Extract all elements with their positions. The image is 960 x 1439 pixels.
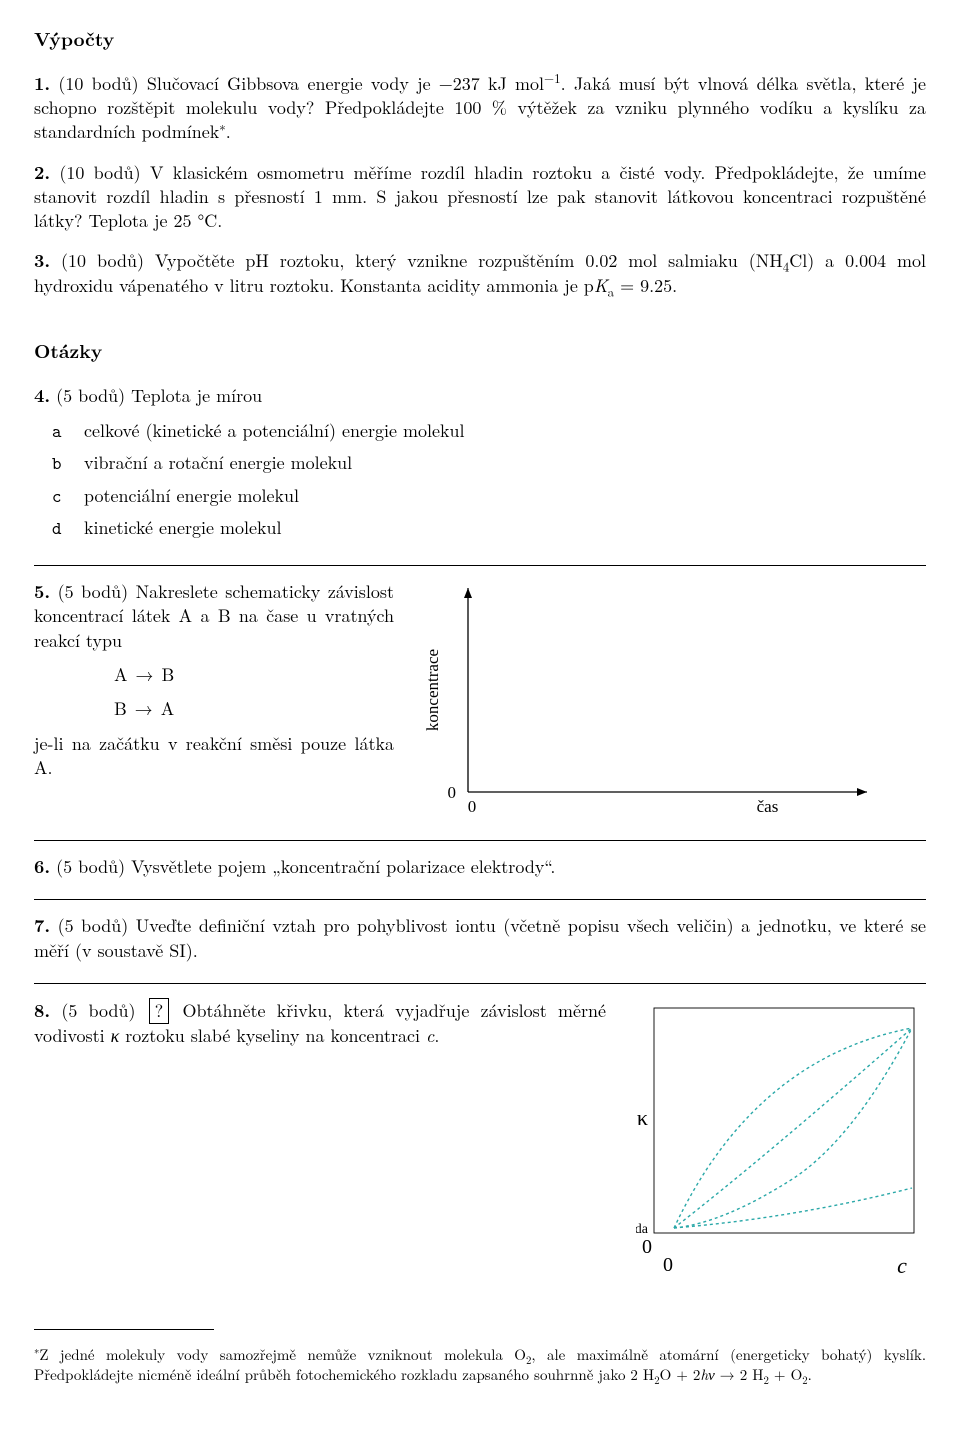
q4-d-text: kinetické energie molekul	[84, 513, 465, 543]
svg-text:κvoda: κvoda	[636, 1210, 649, 1237]
q5-r1-left: A	[114, 662, 128, 687]
q4-option-d: dkinetické energie molekul	[52, 513, 465, 543]
q2-number: 2.	[34, 160, 50, 185]
q1-points: (10 bodů)	[58, 71, 138, 96]
q8-curves-svg: κκvoda00c	[636, 998, 926, 1303]
q5-r1-right: B	[162, 662, 175, 687]
q4-option-b: bvibrační a rotační energie molekul	[52, 448, 465, 478]
q1-dot: .	[226, 119, 231, 144]
divider	[34, 983, 926, 984]
svg-text:0: 0	[448, 783, 457, 802]
q4-b-text: vibrační a rotační energie molekul	[84, 448, 465, 478]
question-8: 8. (5 bodů) ? Obtáhněte křivku, která vy…	[34, 998, 606, 1049]
divider	[34, 565, 926, 566]
q5-reaction-1: A→B	[114, 663, 394, 687]
section-title-otazky: Otázky	[34, 338, 926, 364]
q3-text-a: Vypočtěte pH roztoku, který vznikne rozp…	[155, 248, 783, 273]
svg-text:koncentrace: koncentrace	[423, 649, 442, 731]
arrow-icon: →	[127, 697, 161, 721]
q5-number: 5.	[34, 579, 50, 604]
q4-c-text: potenciální energie molekul	[84, 481, 465, 511]
q8-points: (5 bodů)	[61, 998, 135, 1023]
svg-text:0: 0	[642, 1236, 652, 1258]
q5-r2-right: A	[161, 696, 175, 721]
question-6: 6. (5 bodů) Vysvětlete pojem „koncentrač…	[34, 855, 926, 879]
q4-number: 4.	[34, 383, 50, 408]
divider	[34, 899, 926, 900]
q4-a-text: celkové (kinetické a potenciální) energi…	[84, 416, 465, 446]
q3-points: (10 bodů)	[61, 248, 144, 273]
arrow-icon: →	[128, 663, 162, 687]
q4-d-letter: d	[52, 513, 82, 543]
q6-text: Vysvětlete pojem „koncentrační polarizac…	[131, 854, 555, 879]
question-5: 5. (5 bodů) Nakreslete schematicky závis…	[34, 580, 394, 653]
svg-text:κ: κ	[637, 1105, 648, 1130]
svg-text:0: 0	[663, 1254, 673, 1276]
q4-option-c: cpotenciální energie molekul	[52, 481, 465, 511]
q3-text-c: = 9.25.	[614, 273, 677, 298]
q5-axes-svg: 00 čas koncentrace	[420, 580, 875, 820]
question-4: 4. (5 bodů) Teplota je mírou	[34, 384, 926, 408]
q6-points: (5 bodů)	[56, 854, 125, 879]
q3-Ka: K	[594, 273, 608, 298]
footnote-hnu: hν	[700, 1364, 714, 1385]
question-2: 2. (10 bodů) V klasickém osmometru měřím…	[34, 161, 926, 234]
q8-kappa: κ	[111, 1026, 120, 1046]
q4-options: acelkové (kinetické a potenciální) energ…	[50, 414, 467, 545]
q4-a-letter: a	[52, 416, 82, 446]
footnote: ∗Z jedné molekuly vody samozřejmě nemůže…	[34, 1345, 926, 1384]
footnote-f: .	[808, 1364, 812, 1385]
q7-number: 7.	[34, 913, 50, 938]
q8-text-b: roztoku slabé kyseliny na koncentraci	[119, 1023, 426, 1048]
q2-text: V klasickém osmometru měříme rozdíl hlad…	[34, 160, 926, 234]
q5-r2-left: B	[114, 696, 127, 721]
q2-points: (10 bodů)	[59, 160, 140, 185]
svg-text:0: 0	[468, 797, 477, 816]
divider	[34, 840, 926, 841]
q5-reaction-2: B→A	[114, 697, 394, 721]
q4-option-a: acelkové (kinetické a potenciální) energ…	[52, 416, 465, 446]
question-8-row: 8. (5 bodů) ? Obtáhněte křivku, která vy…	[34, 998, 926, 1303]
footnote-separator	[34, 1329, 214, 1330]
q5-points: (5 bodů)	[58, 579, 129, 604]
footnote-a: Z jedné molekuly vody samozřejmě nemůže …	[39, 1344, 526, 1365]
question-3: 3. (10 bodů) Vypočtěte pH roztoku, který…	[34, 249, 926, 298]
q4-b-letter: b	[52, 448, 82, 478]
q3-number: 3.	[34, 248, 50, 273]
q1-sup: −1	[544, 68, 561, 87]
q7-text: Uveďte definiční vztah pro pohyblivost i…	[34, 913, 926, 962]
footnote-d: → 2 H	[715, 1364, 764, 1385]
q7-points: (5 bodů)	[58, 913, 129, 938]
q8-dot: .	[434, 1023, 439, 1048]
q5-chart: 00 čas koncentrace	[420, 580, 926, 820]
svg-text:čas: čas	[757, 797, 779, 816]
q8-box: ?	[149, 998, 170, 1024]
svg-text:c: c	[897, 1253, 907, 1278]
footnote-e: + O	[769, 1364, 802, 1385]
question-5-row: 5. (5 bodů) Nakreslete schematicky závis…	[34, 580, 926, 820]
q4-points: (5 bodů)	[56, 383, 125, 408]
section-title-vypocty: Výpočty	[34, 26, 926, 52]
question-7: 7. (5 bodů) Uveďte definiční vztah pro p…	[34, 914, 926, 963]
q1-number: 1.	[34, 71, 50, 96]
q4-text: Teplota je mírou	[131, 383, 262, 408]
footnote-c: O + 2	[660, 1364, 701, 1385]
q5-after: je-li na začátku v reakční směsi pouze l…	[34, 732, 394, 781]
q8-chart: κκvoda00c	[636, 998, 926, 1303]
q8-number: 8.	[34, 998, 50, 1023]
q6-number: 6.	[34, 854, 50, 879]
question-1: 1. (10 bodů) Slučovací Gibbsova energie …	[34, 72, 926, 145]
q4-c-letter: c	[52, 481, 82, 511]
q1-text-a: Slučovací Gibbsova energie vody je −237 …	[147, 71, 544, 96]
